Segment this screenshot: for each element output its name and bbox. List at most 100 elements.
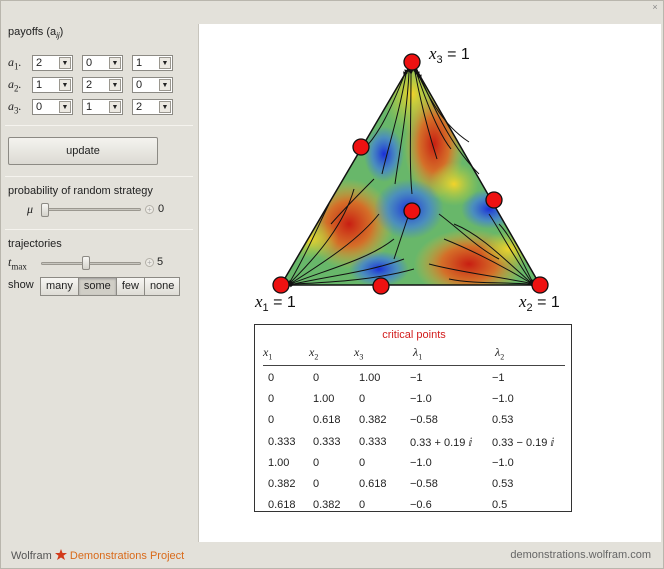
tmax-slider-thumb[interactable] [82,256,91,270]
critical-point[interactable] [272,276,290,294]
payoff-a33-select[interactable]: 2 ▼ [132,99,173,115]
table-cell: 0 [359,393,366,406]
table-cell: 1.00 [313,393,335,406]
table-cell: 0.382 [268,478,296,490]
brand-name: Wolfram [11,550,52,562]
table-cell: 0.618 [359,478,387,490]
simplex-triangle [279,60,542,286]
show-some-button[interactable]: some [77,277,117,296]
show-few-button[interactable]: few [115,277,145,296]
table-cell: 0.33 − 0.19 ⅈ [492,436,555,449]
divider [5,125,193,126]
chevron-down-icon: ▼ [109,79,121,91]
table-cell: −1.0 [492,456,514,469]
table-cell: 0 [268,414,275,427]
project-name: Demonstrations Project [69,550,185,562]
vertex-label-x1: x1 = 1 [255,292,296,315]
table-cell: 0.333 [313,435,341,448]
table-cell: 0 [359,456,366,469]
col-header-x2: x2 [309,345,319,362]
mu-slider-thumb[interactable] [41,203,49,217]
payoff-a22-select[interactable]: 2 ▼ [82,77,123,93]
update-button[interactable]: update [8,137,158,165]
table-cell: 0.333 [359,435,387,448]
payoff-row-label-2: a2. [8,77,22,94]
controls-panel: payoffs (aij) a1. 2 ▼ 0 ▼ 1 ▼ a2. 1 ▼ 2 ▼ 0 ▼ … [1,13,197,541]
chevron-down-icon: ▼ [109,57,121,69]
mu-value: 0 [158,203,165,215]
table-cell: 0 [313,372,320,384]
table-cell: −1.0 [410,456,432,469]
col-header-lambda2: λ2 [495,345,505,362]
close-icon[interactable]: × [652,2,658,12]
plus-icon[interactable]: + [145,258,154,267]
speed-field [281,62,540,285]
footer: Wolfram Demonstrations Project demonstra… [1,544,664,568]
table-cell: −0.6 [410,499,432,512]
critical-point[interactable] [531,276,549,294]
output-pane: x3 = 1 x1 = 1 x2 = 1 critical points x1 … [198,24,661,542]
table-cell: 0.618 [313,414,341,427]
critical-point[interactable] [352,138,370,156]
payoff-a12-select[interactable]: 0 ▼ [82,55,123,71]
table-cell: 0 [313,456,320,469]
table-cell: 0.53 [492,478,514,490]
table-cell: 0.333 [268,435,296,448]
payoff-a11-select[interactable]: 2 ▼ [32,55,73,71]
table-cell: 0.5 [492,499,508,512]
chevron-down-icon: ▼ [59,57,71,69]
table-cell: −0.58 [410,478,438,490]
trajectories-title: trajectories [8,238,62,250]
random-strategy-title: probability of random strategy [8,185,153,197]
chevron-down-icon: ▼ [59,79,71,91]
table-cell: 1.00 [359,372,381,384]
critical-points-table: critical points x1 x2 x3 λ1 λ2 0 0 1.00 −1 −… [254,324,572,512]
payoff-a32-select[interactable]: 1 ▼ [82,99,123,115]
chevron-down-icon: ▼ [159,79,171,91]
payoffs-title: payoffs (aij) [8,26,64,41]
mu-label: μ [27,202,34,216]
plus-icon[interactable]: + [145,205,154,214]
chevron-down-icon: ▼ [159,57,171,69]
critical-point[interactable] [372,277,390,295]
critical-point[interactable] [485,191,503,209]
table-cell: 0.53 [492,414,514,427]
tmax-label: tmax [8,255,27,272]
table-cell: −1 [492,372,505,384]
critical-point[interactable] [403,53,421,71]
payoff-a31-select[interactable]: 0 ▼ [32,99,73,115]
show-label: show [8,279,34,291]
col-header-x1: x1 [263,345,273,362]
critical-point[interactable] [403,202,421,220]
payoff-a13-select[interactable]: 1 ▼ [132,55,173,71]
payoff-row-label-3: a3. [8,99,22,116]
chevron-down-icon: ▼ [159,101,171,113]
vertex-label-x2: x2 = 1 [519,292,560,315]
table-cell: 0.382 [359,414,387,427]
mu-slider-track[interactable] [41,208,141,211]
payoff-a21-select[interactable]: 1 ▼ [32,77,73,93]
table-cell: −1.0 [410,393,432,406]
table-cell: 0.382 [313,499,341,512]
payoff-a23-select[interactable]: 0 ▼ [132,77,173,93]
chevron-down-icon: ▼ [109,101,121,113]
table-cell: 0 [268,372,275,384]
table-cell: 0 [313,478,320,490]
tmax-value: 5 [157,256,164,268]
chevron-down-icon: ▼ [59,101,71,113]
wolfram-spikey-icon [54,549,67,560]
table-cell: 0 [359,499,366,512]
tmax-slider-track[interactable] [41,262,141,265]
show-none-button[interactable]: none [143,277,181,296]
show-selector: many some few none [40,277,181,296]
show-many-button[interactable]: many [40,277,79,296]
table-cell: −1.0 [492,393,514,406]
table-cell: −0.58 [410,414,438,427]
header-rule [263,365,565,366]
trajectory-lines [286,67,536,288]
col-header-x3: x3 [354,345,364,362]
wolfram-branding[interactable]: Wolfram Demonstrations Project [11,549,184,562]
divider [5,229,193,230]
site-url[interactable]: demonstrations.wolfram.com [510,549,651,561]
